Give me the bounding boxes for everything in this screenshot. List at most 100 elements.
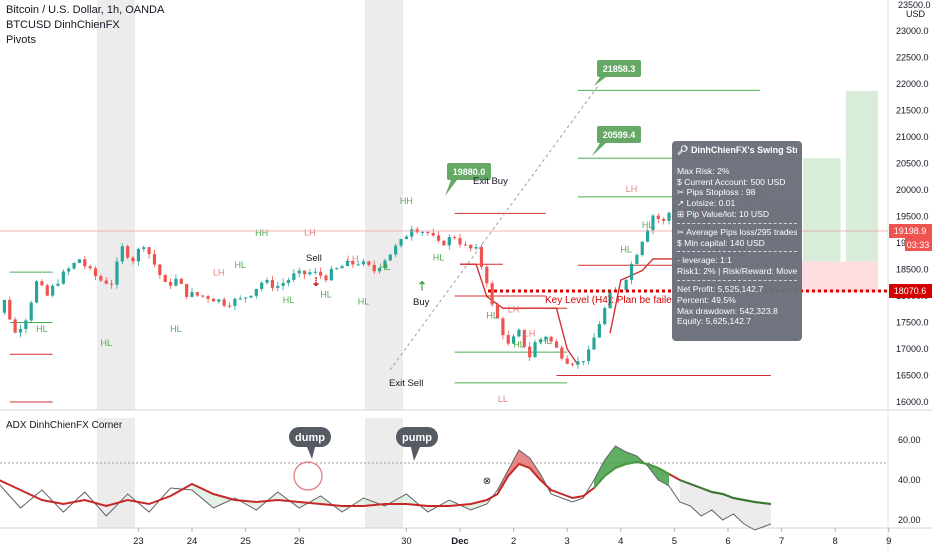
oscillator-title: ADX DinhChienFX Corner xyxy=(6,420,123,431)
candle-body xyxy=(110,283,114,285)
candle-body xyxy=(587,349,591,362)
candle-body xyxy=(93,268,98,277)
pivot-label: HH xyxy=(400,196,413,206)
candle-body xyxy=(163,275,167,283)
candle-body xyxy=(18,328,23,333)
candle-body xyxy=(51,285,55,296)
candle-body xyxy=(646,230,650,242)
pivot-label: HH xyxy=(255,228,268,238)
price-tick-label: 16000.0 xyxy=(896,397,929,407)
candle-body xyxy=(313,271,317,273)
candle-body xyxy=(656,215,660,219)
candle-body xyxy=(512,336,516,344)
indicator-label-2[interactable]: Pivots xyxy=(6,34,36,46)
candle-body xyxy=(662,218,666,221)
candle-body xyxy=(570,363,575,365)
percent: Percent: 49.5% xyxy=(677,294,736,305)
indicator-label-1[interactable]: BTCUSD DinhChienFX xyxy=(6,19,120,31)
candle-body xyxy=(319,271,323,276)
symbol-title[interactable]: Bitcoin / U.S. Dollar, 1h, OANDA xyxy=(6,4,165,16)
target-tag-2: 20599.4 xyxy=(592,126,641,156)
candle-body xyxy=(72,262,76,269)
candle-body xyxy=(442,240,446,246)
candle-body xyxy=(404,236,408,240)
candle-body xyxy=(206,296,210,299)
candle-body xyxy=(286,279,291,283)
target-zone xyxy=(845,90,879,262)
equity: Equity: 5,625,142.7 xyxy=(677,316,752,327)
current-price-tag: 19198.9 03:33 xyxy=(889,224,932,251)
candle-body xyxy=(168,282,173,286)
candle-body xyxy=(185,283,189,297)
time-tick-label: 2 xyxy=(511,536,516,547)
candle-body xyxy=(597,324,601,338)
candle-body xyxy=(635,254,639,264)
dump-area xyxy=(497,450,552,494)
candle-body xyxy=(302,270,307,275)
candle-body xyxy=(565,358,569,364)
time-tick-label: 24 xyxy=(187,536,198,547)
target-tag-1: 21858.3 xyxy=(594,60,641,86)
price-tick-label: 22000.0 xyxy=(896,79,929,89)
candle-body xyxy=(238,298,242,300)
time-tick-label: 4 xyxy=(618,536,623,547)
candle-body xyxy=(538,339,542,343)
target-tag-3: 19880.0 xyxy=(445,163,491,196)
candle-body xyxy=(83,259,87,267)
candle-body xyxy=(383,260,387,268)
dump-signal-circle xyxy=(293,461,323,491)
price-tick-label: 22500.0 xyxy=(896,53,929,63)
pivot-label: HL xyxy=(320,290,332,300)
candle-body xyxy=(8,299,12,320)
adx-green-line xyxy=(679,479,772,505)
leverage: - leverage: 1:1 xyxy=(677,255,732,266)
candle-body xyxy=(142,247,146,249)
session-shade xyxy=(365,0,403,410)
pivot-label: LH xyxy=(347,254,359,264)
price-tick-label: 18500.0 xyxy=(896,265,929,275)
candle-body xyxy=(222,299,226,306)
candle-body xyxy=(420,231,425,233)
time-tick-label: 8 xyxy=(833,536,838,547)
pump-bubble: pump xyxy=(396,427,438,461)
svg-text:dump: dump xyxy=(295,432,325,444)
candle-body xyxy=(629,263,634,280)
candle-body xyxy=(528,346,532,358)
adx-green-line xyxy=(593,460,670,489)
oscillator-tick-label: 40.00 xyxy=(898,475,921,485)
lotsize: ↗ Lotsize: 0.01 xyxy=(677,198,736,209)
candle-body xyxy=(581,361,585,363)
min-capital: $ Min capital: 140 USD xyxy=(677,237,765,248)
candle-body xyxy=(115,261,119,285)
candle-body xyxy=(351,261,355,265)
candle-body xyxy=(576,361,580,365)
dump-marker-icon: ⊗ xyxy=(483,476,491,487)
price-tick-label: 17000.0 xyxy=(896,344,929,354)
current-account: $ Current Account: 500 USD xyxy=(677,176,786,187)
svg-text:19198.9: 19198.9 xyxy=(894,226,927,236)
price-tick-label: 19500.0 xyxy=(896,212,929,222)
candle-body xyxy=(297,270,301,274)
candle-body xyxy=(254,288,258,296)
target-zone xyxy=(803,158,841,262)
time-tick-label: Dec xyxy=(451,536,468,547)
countdown-label: 03:33 xyxy=(907,240,930,250)
strategy-panel: 🔎︎ DinhChienFX's Swing Strategy Max Risk… xyxy=(672,141,802,341)
exit-buy-label: Exit Buy xyxy=(473,176,508,187)
session-shade xyxy=(97,0,135,410)
price-tick-label: 20500.0 xyxy=(896,159,929,169)
candle-body xyxy=(292,273,296,280)
pivot-label: LL xyxy=(498,394,508,404)
candle-body xyxy=(501,318,505,336)
candle-body xyxy=(667,212,671,221)
candle-body xyxy=(217,299,221,302)
key-level-label: Key Level (H4): Plan be failed xyxy=(545,295,677,306)
candle-body xyxy=(340,266,344,269)
net-profit: Net Profit: 5,525,142.7 xyxy=(677,283,763,294)
svg-text:20599.4: 20599.4 xyxy=(603,130,636,140)
candle-body xyxy=(367,261,371,265)
candle-body xyxy=(549,336,553,342)
projection-line xyxy=(389,85,599,371)
pivot-label: HL xyxy=(486,310,498,320)
candle-body xyxy=(372,264,376,272)
